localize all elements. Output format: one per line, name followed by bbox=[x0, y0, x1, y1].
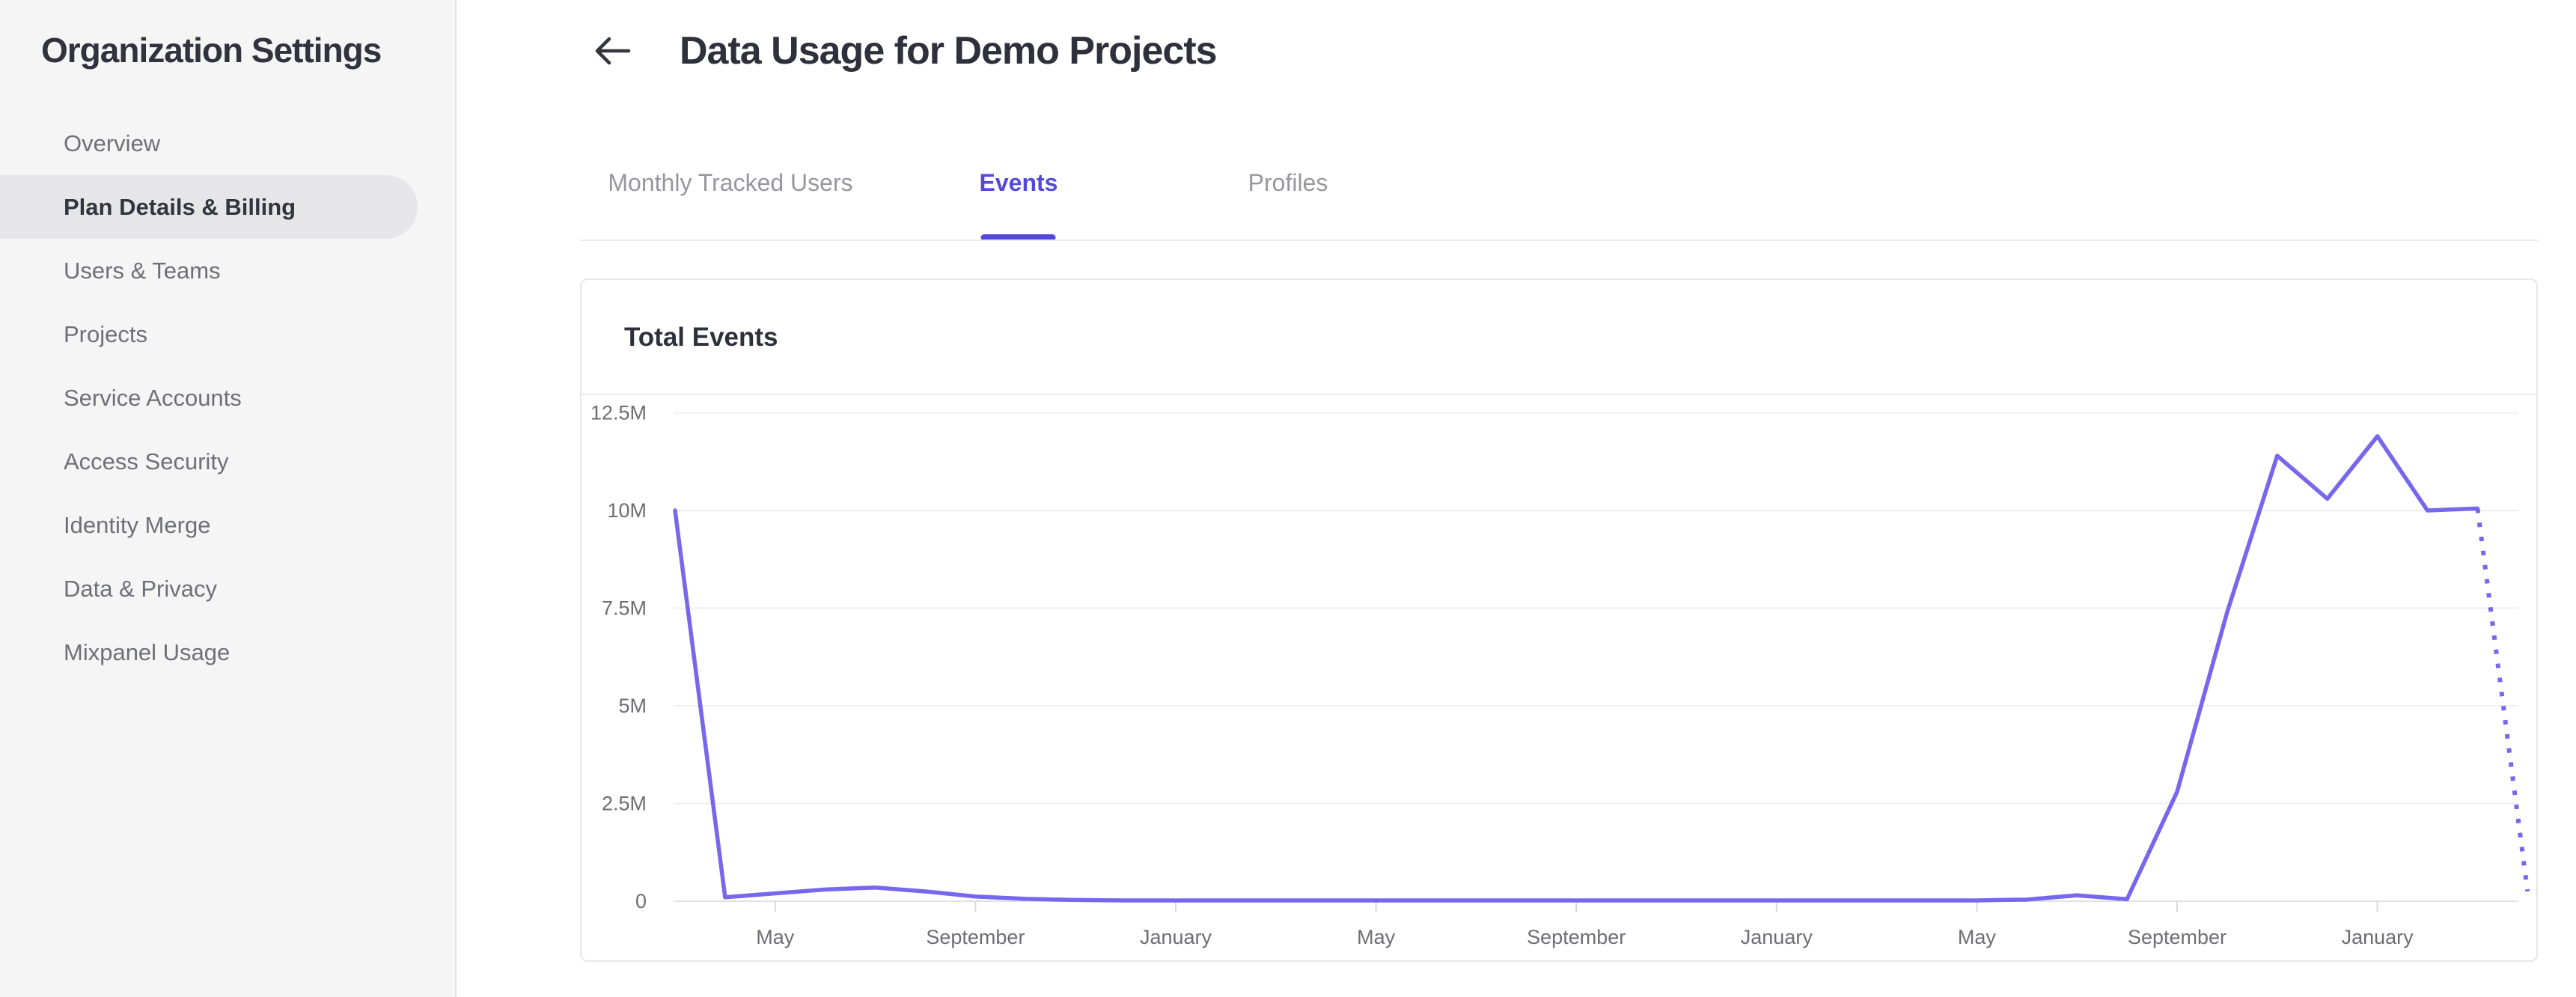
y-axis-labels: 12.5M 10M 7.5M 5M 2.5M 0 bbox=[590, 402, 647, 913]
sidebar-item-label: Identity Merge bbox=[64, 511, 211, 538]
sidebar: Organization Settings Overview Plan Detai… bbox=[0, 0, 457, 997]
gridlines bbox=[674, 412, 2518, 902]
card-divider bbox=[582, 394, 2536, 395]
svg-text:September: September bbox=[926, 926, 1025, 948]
sidebar-item-label: Projects bbox=[64, 320, 147, 347]
sidebar-item-plan-details-and-billing[interactable]: Plan Details & Billing bbox=[0, 175, 418, 239]
card-header: Total Events bbox=[582, 280, 2536, 394]
sidebar-item-identity-merge[interactable]: Identity Merge bbox=[0, 493, 418, 557]
back-button[interactable] bbox=[591, 33, 633, 69]
tab-profiles[interactable]: Profiles bbox=[1248, 166, 1328, 199]
svg-text:0: 0 bbox=[635, 890, 647, 912]
svg-text:January: January bbox=[2342, 926, 2414, 948]
left-arrow-icon bbox=[595, 37, 631, 65]
svg-text:7.5M: 7.5M bbox=[602, 597, 647, 620]
svg-text:12.5M: 12.5M bbox=[590, 402, 647, 424]
svg-text:September: September bbox=[2128, 926, 2226, 948]
svg-text:5M: 5M bbox=[618, 695, 647, 717]
svg-text:September: September bbox=[1527, 926, 1626, 948]
sidebar-item-label: Overview bbox=[64, 129, 161, 156]
tab-monthly-tracked-users[interactable]: Monthly Tracked Users bbox=[608, 166, 852, 199]
active-tab-indicator bbox=[981, 234, 1056, 241]
tabs-divider bbox=[580, 240, 2538, 241]
tab-label: Profiles bbox=[1248, 169, 1328, 196]
events-line bbox=[673, 434, 2480, 903]
tab-label: Events bbox=[979, 169, 1058, 196]
tab-bar: Monthly Tracked Users Events Profiles bbox=[0, 166, 2576, 249]
sidebar-item-label: Data & Privacy bbox=[64, 575, 218, 602]
svg-text:May: May bbox=[1958, 926, 1997, 948]
svg-text:2.5M: 2.5M bbox=[602, 793, 647, 815]
sidebar-item-users-and-teams[interactable]: Users & Teams bbox=[0, 239, 418, 302]
sidebar-item-overview[interactable]: Overview bbox=[0, 112, 418, 175]
svg-text:January: January bbox=[1741, 926, 1813, 948]
sidebar-title: Organization Settings bbox=[41, 31, 382, 70]
tab-events[interactable]: Events bbox=[979, 166, 1058, 241]
svg-text:January: January bbox=[1140, 926, 1212, 948]
svg-text:May: May bbox=[756, 926, 795, 948]
tab-label: Monthly Tracked Users bbox=[608, 169, 853, 196]
sidebar-item-access-security[interactable]: Access Security bbox=[0, 430, 418, 493]
svg-text:May: May bbox=[1357, 926, 1396, 948]
svg-text:10M: 10M bbox=[607, 499, 647, 522]
sidebar-item-label: Service Accounts bbox=[64, 384, 242, 411]
sidebar-item-data-and-privacy[interactable]: Data & Privacy bbox=[0, 557, 418, 621]
total-events-card: Total Events 12.5M 10M 7.5M 5M 2.5M 0 May Septe… bbox=[580, 278, 2538, 962]
sidebar-item-mixpanel-usage[interactable]: Mixpanel Usage bbox=[0, 621, 418, 684]
sidebar-item-projects[interactable]: Projects bbox=[0, 302, 418, 366]
card-title: Total Events bbox=[624, 323, 778, 352]
x-axis-labels: May September January May September January Ma… bbox=[756, 901, 2414, 948]
sidebar-item-service-accounts[interactable]: Service Accounts bbox=[0, 366, 418, 430]
sidebar-nav: Overview Plan Details & Billing Users & Te… bbox=[0, 112, 418, 684]
sidebar-item-label: Access Security bbox=[64, 448, 229, 475]
events-projection-dotted bbox=[2475, 508, 2530, 892]
page-title: Data Usage for Demo Projects bbox=[680, 29, 1218, 73]
sidebar-item-label: Users & Teams bbox=[64, 257, 221, 284]
sidebar-item-label: Plan Details & Billing bbox=[64, 193, 296, 220]
sidebar-item-label: Mixpanel Usage bbox=[64, 638, 231, 665]
